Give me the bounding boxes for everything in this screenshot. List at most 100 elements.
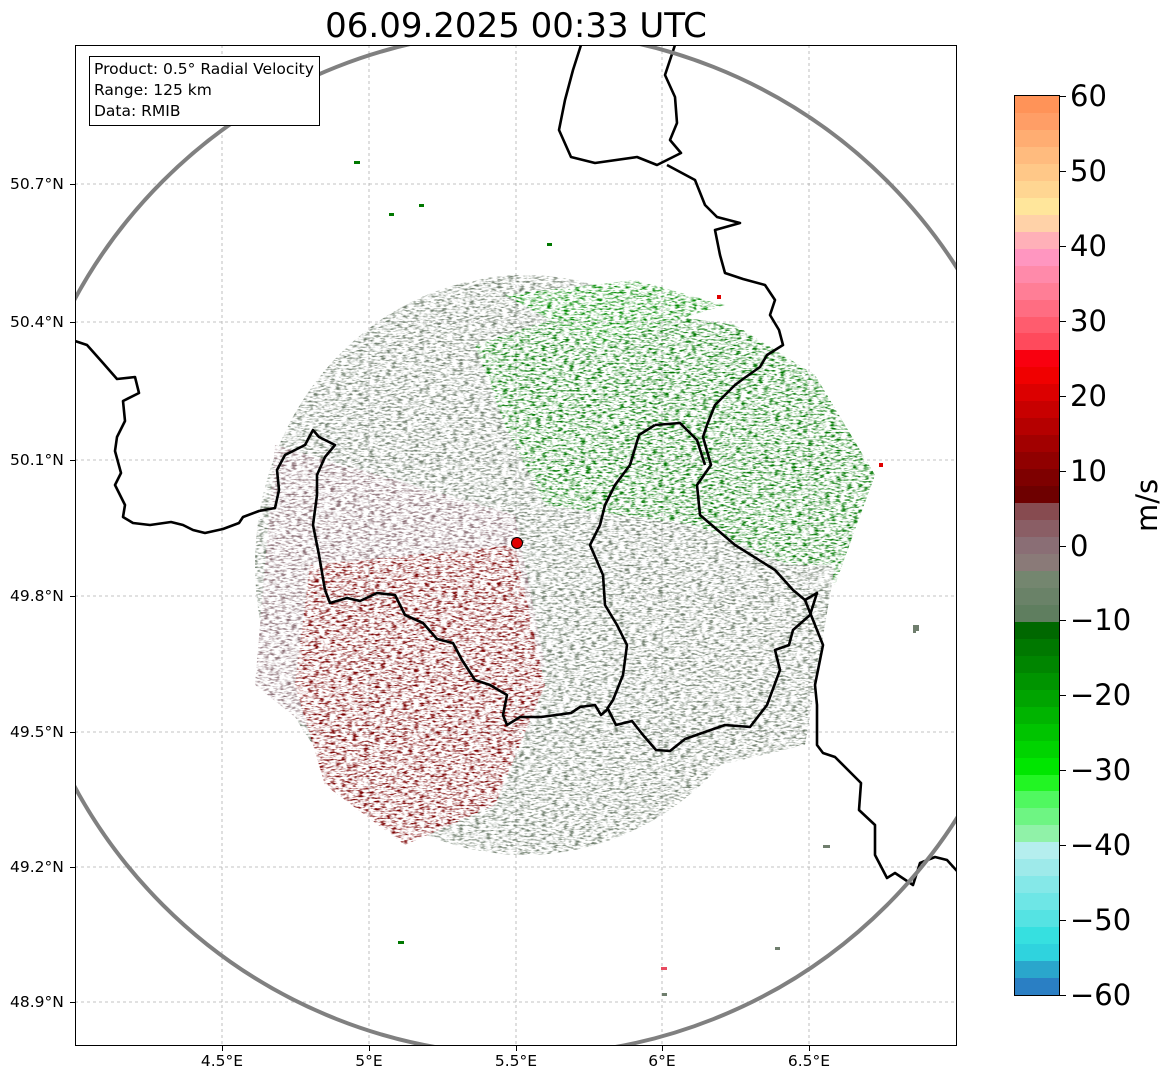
border-north bbox=[557, 45, 683, 167]
colorbar-tick-mark bbox=[1060, 620, 1066, 621]
y-tick-mark bbox=[70, 867, 75, 868]
colorbar-segment bbox=[1015, 909, 1059, 928]
colorbar-tick-mark bbox=[1060, 396, 1066, 397]
colorbar-tick-mark bbox=[1060, 321, 1066, 322]
border-luxembourg bbox=[654, 421, 707, 466]
colorbar-segment bbox=[1015, 672, 1059, 690]
x-tick-label: 6.5°E bbox=[787, 1052, 831, 1070]
colorbar-segment bbox=[1015, 214, 1059, 232]
y-tick-mark bbox=[70, 460, 75, 461]
colorbar-segment bbox=[1015, 604, 1059, 622]
echo-near-zero-southeast bbox=[555, 565, 835, 785]
border-east bbox=[323, 163, 819, 753]
colorbar-segment bbox=[1015, 96, 1059, 113]
colorbar-segment bbox=[1015, 298, 1059, 317]
colorbar-tick-mark bbox=[1060, 770, 1066, 771]
echo-inbound-green bbox=[475, 305, 875, 585]
colorbar-segment bbox=[1015, 739, 1059, 758]
colorbar-segment bbox=[1015, 129, 1059, 147]
colorbar-segment bbox=[1015, 400, 1059, 419]
y-tick-label: 49.5°N bbox=[10, 723, 64, 741]
colorbar-segment bbox=[1015, 536, 1059, 554]
colorbar-segment bbox=[1015, 587, 1059, 605]
x-tick-mark bbox=[369, 1046, 370, 1051]
colorbar-segment bbox=[1015, 841, 1059, 860]
radar-site-marker bbox=[511, 537, 523, 549]
colorbar-segment bbox=[1015, 655, 1059, 673]
colorbar-tick-label: −20 bbox=[1070, 678, 1132, 712]
colorbar-segment bbox=[1015, 282, 1059, 300]
colorbar-segment bbox=[1015, 451, 1059, 470]
colorbar-segment bbox=[1015, 502, 1059, 521]
colorbar-tick-label: 50 bbox=[1070, 154, 1107, 188]
colorbar-segment bbox=[1015, 926, 1059, 945]
colorbar-segment bbox=[1015, 468, 1059, 487]
x-tick-label: 6°E bbox=[648, 1052, 676, 1070]
colorbar-tick-mark bbox=[1060, 920, 1066, 921]
colorbar-segment bbox=[1015, 146, 1059, 164]
colorbar-segment bbox=[1015, 773, 1059, 792]
colorbar-segment bbox=[1015, 383, 1059, 402]
y-tick-mark bbox=[70, 184, 75, 185]
colorbar-segment bbox=[1015, 434, 1059, 453]
colorbar-tick-label: 0 bbox=[1070, 529, 1089, 563]
radar-map[interactable] bbox=[75, 45, 957, 1046]
colorbar-tick-label: −30 bbox=[1070, 753, 1132, 787]
info-data-source: Data: RMIB bbox=[94, 102, 181, 120]
colorbar-segment bbox=[1015, 858, 1059, 877]
colorbar-segment bbox=[1015, 943, 1059, 962]
colorbar-segment bbox=[1015, 553, 1059, 571]
colorbar-tick-label: −60 bbox=[1070, 978, 1132, 1012]
border-southeast bbox=[803, 599, 957, 887]
echo-outbound-red bbox=[295, 545, 545, 845]
colorbar-segment bbox=[1015, 638, 1059, 656]
colorbar-segment bbox=[1015, 485, 1059, 504]
y-tick-label: 49.2°N bbox=[10, 858, 64, 876]
colorbar-tick-label: 30 bbox=[1070, 304, 1107, 338]
x-tick-label: 5.5°E bbox=[494, 1052, 538, 1070]
colorbar-segment bbox=[1015, 892, 1059, 911]
border-lux-west bbox=[588, 423, 656, 710]
colorbar-segment bbox=[1015, 366, 1059, 385]
colorbar-tick-mark bbox=[1060, 471, 1066, 472]
y-tick-mark bbox=[70, 732, 75, 733]
x-tick-mark bbox=[222, 1046, 223, 1051]
colorbar-tick-label: −50 bbox=[1070, 903, 1132, 937]
colorbar bbox=[1014, 95, 1060, 996]
colorbar-tick-mark bbox=[1060, 96, 1066, 97]
colorbar-segment bbox=[1015, 977, 1059, 995]
colorbar-segment bbox=[1015, 621, 1059, 639]
border-west bbox=[75, 339, 337, 591]
info-range: Range: 125 km bbox=[94, 81, 212, 99]
colorbar-segment bbox=[1015, 570, 1059, 588]
colorbar-segment bbox=[1015, 960, 1059, 979]
colorbar-tick-mark bbox=[1060, 845, 1066, 846]
y-tick-label: 50.1°N bbox=[10, 451, 64, 469]
info-box: Product: 0.5° Radial Velocity Range: 125… bbox=[89, 56, 320, 126]
colorbar-segment bbox=[1015, 807, 1059, 826]
x-tick-label: 5°E bbox=[355, 1052, 383, 1070]
velocity-echoes bbox=[255, 275, 875, 855]
colorbar-tick-label: 60 bbox=[1070, 79, 1107, 113]
colorbar-tick-mark bbox=[1060, 171, 1066, 172]
colorbar-tick-mark bbox=[1060, 546, 1066, 547]
colorbar-tick-mark bbox=[1060, 246, 1066, 247]
colorbar-tick-mark bbox=[1060, 695, 1066, 696]
colorbar-tick-label: −10 bbox=[1070, 603, 1132, 637]
y-tick-mark bbox=[70, 322, 75, 323]
colorbar-segment bbox=[1015, 315, 1059, 334]
y-tick-mark bbox=[70, 1002, 75, 1003]
colorbar-segment bbox=[1015, 790, 1059, 809]
colorbar-segment bbox=[1015, 248, 1059, 266]
colorbar-segment bbox=[1015, 723, 1059, 741]
x-tick-mark bbox=[516, 1046, 517, 1051]
colorbar-unit-label: m/s bbox=[1130, 478, 1164, 532]
country-borders bbox=[75, 45, 957, 887]
colorbar-segment bbox=[1015, 875, 1059, 894]
colorbar-segment bbox=[1015, 689, 1059, 707]
x-tick-label: 4.5°E bbox=[200, 1052, 244, 1070]
y-tick-label: 50.7°N bbox=[10, 175, 64, 193]
colorbar-tick-mark bbox=[1060, 995, 1066, 996]
y-tick-label: 50.4°N bbox=[10, 313, 64, 331]
colorbar-segment bbox=[1015, 824, 1059, 843]
